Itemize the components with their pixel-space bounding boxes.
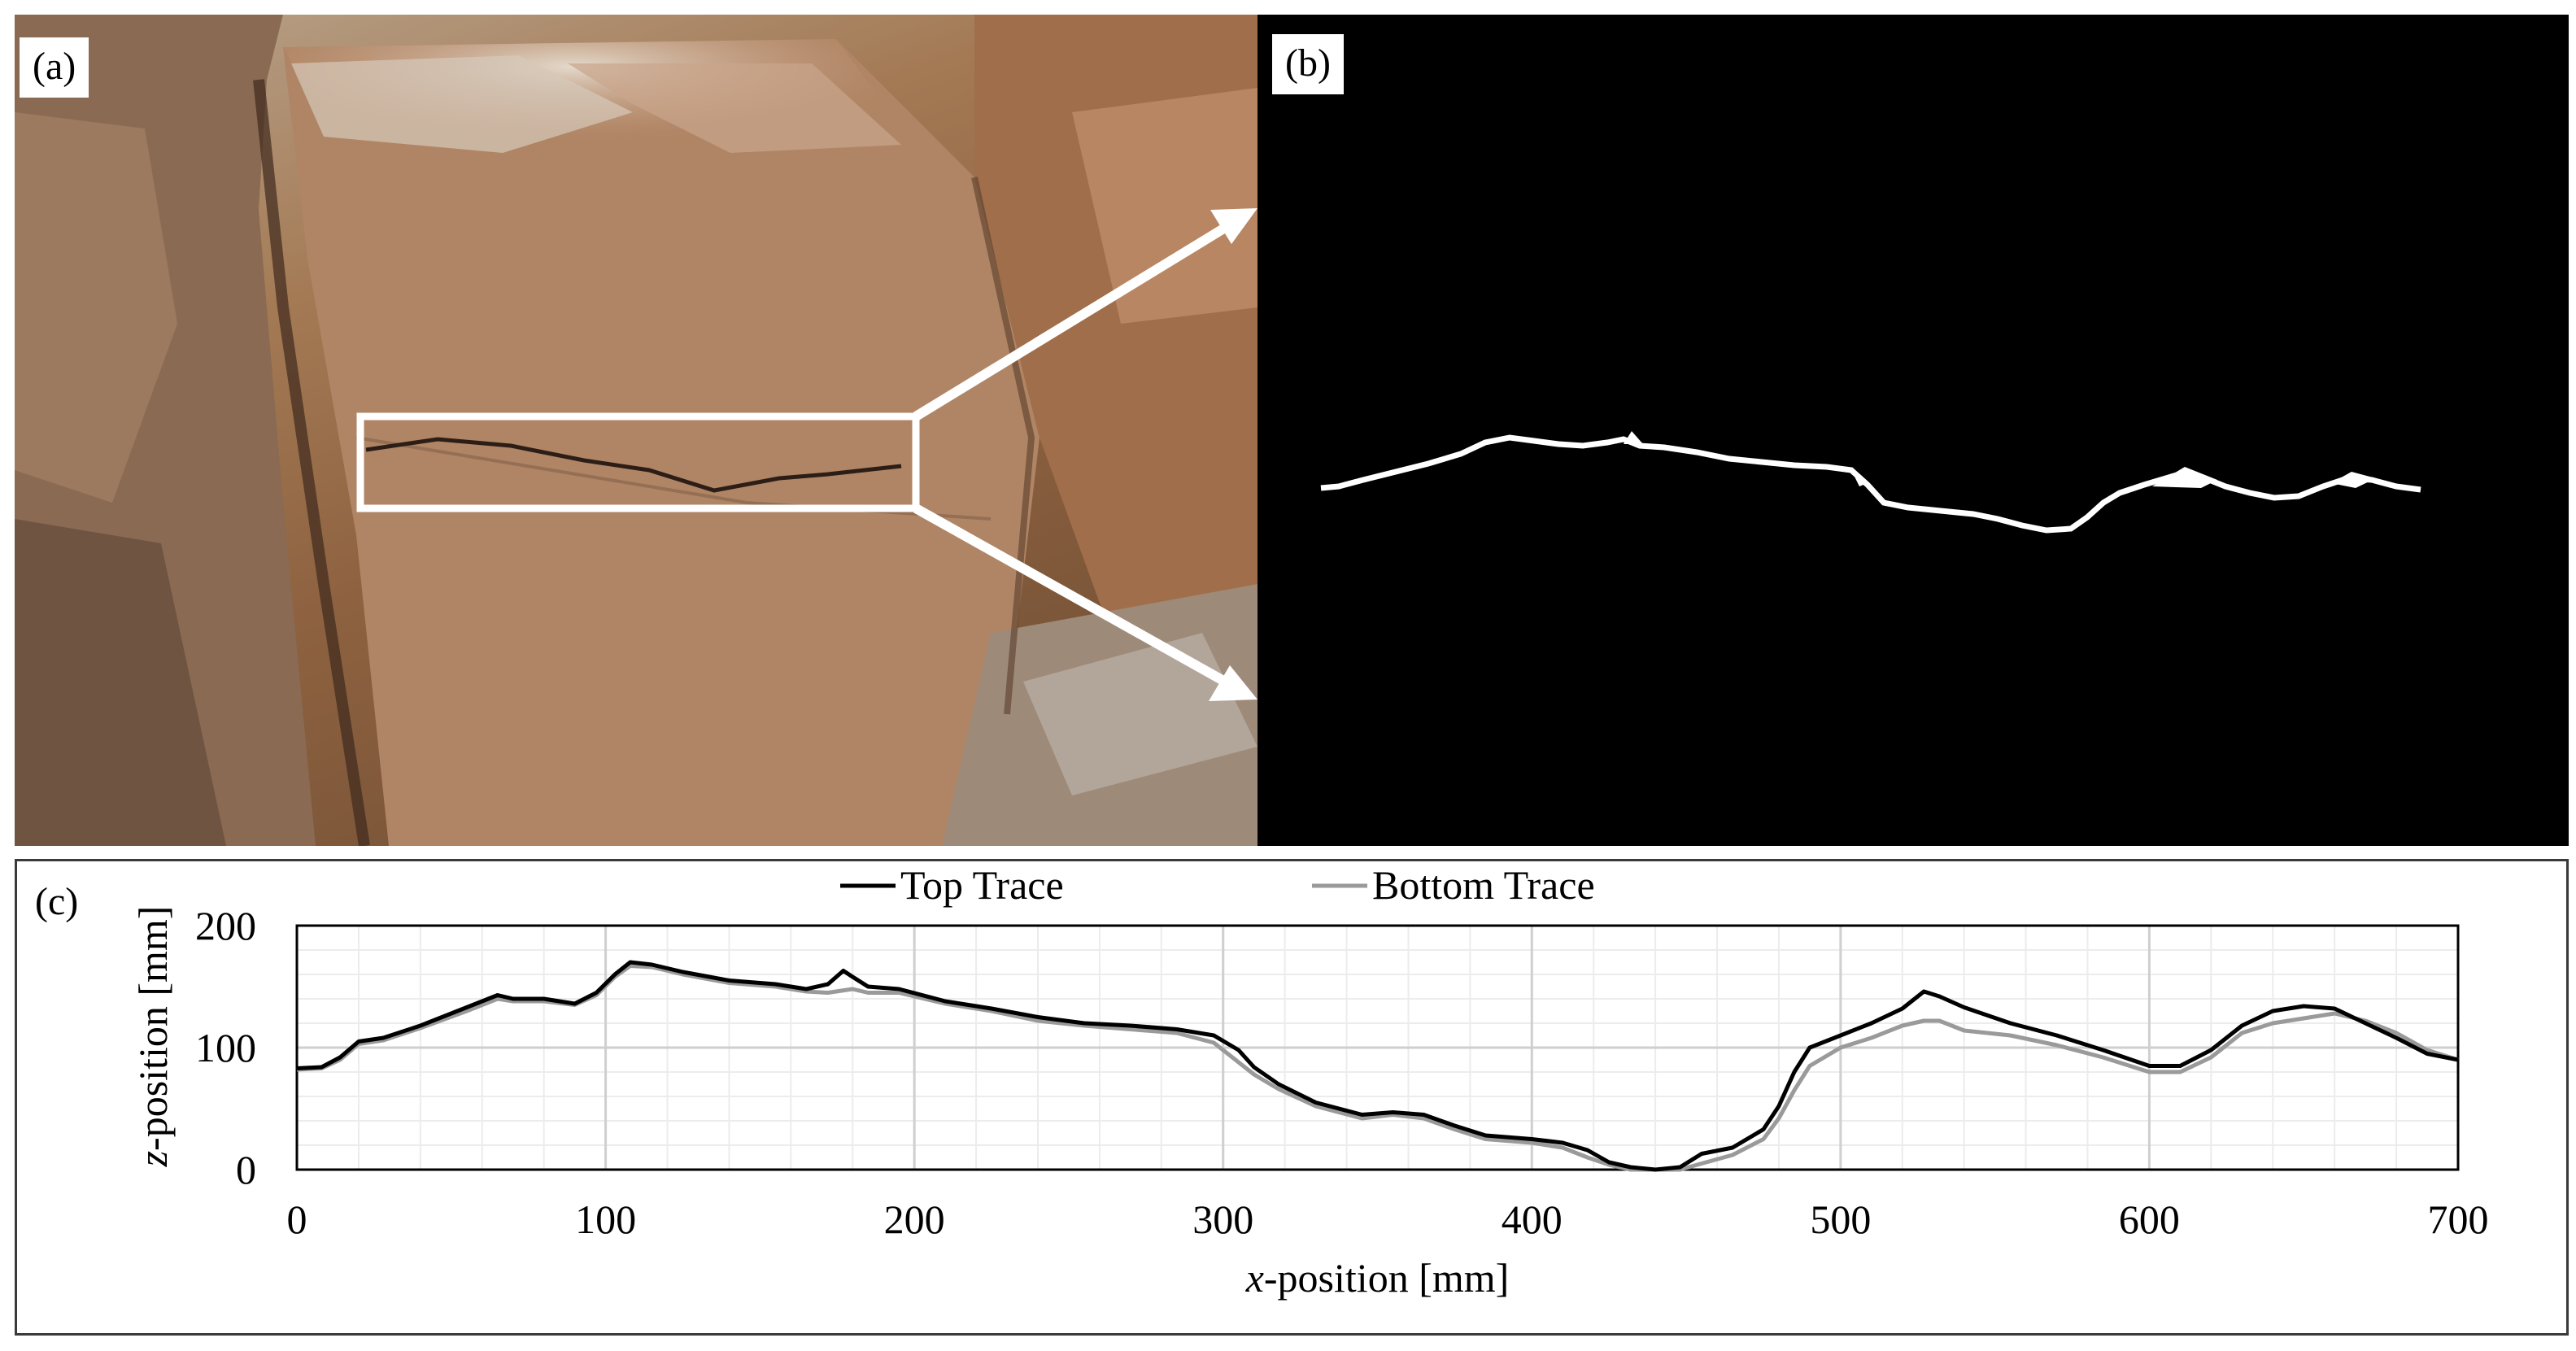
legend: Top Trace Bottom Trace xyxy=(840,862,1595,908)
x-tick-label: 200 xyxy=(884,1196,945,1242)
major-gridlines xyxy=(295,924,2460,1171)
legend-label: Bottom Trace xyxy=(1372,862,1595,908)
panel-label-c: (c) xyxy=(35,880,79,923)
zoom-arrow-lower xyxy=(913,503,1227,686)
zoom-arrowhead-upper xyxy=(1210,208,1257,244)
x-tick-label: 300 xyxy=(1192,1196,1253,1242)
rock-photo-image xyxy=(15,15,1257,846)
y-tick-label: 200 xyxy=(195,903,256,948)
binary-crack-panel: (b) xyxy=(1257,15,2569,846)
x-tick-label: 700 xyxy=(2428,1196,2489,1242)
series-line-bottom-trace xyxy=(296,964,2459,1172)
x-axis-label: x-position [mm] xyxy=(1245,1255,1510,1301)
trace-chart-panel: (c) 0 100 200 300 400 500 600 700 0 100 200 x-pos… xyxy=(15,859,2569,1336)
x-tick-label: 600 xyxy=(2119,1196,2180,1242)
crack-trace xyxy=(1320,434,2421,534)
binary-crack-image xyxy=(1320,431,2421,534)
plot-area-frame xyxy=(295,924,2460,1171)
y-tick-labels: 0 100 200 xyxy=(195,903,256,1192)
panel-label-b: (b) xyxy=(1272,34,1344,94)
trace-chart: 0 100 200 300 400 500 600 700 0 100 200 x-positio… xyxy=(130,862,2489,1301)
x-tick-label: 100 xyxy=(575,1196,636,1242)
series-layer xyxy=(296,960,2459,1172)
y-tick-label: 100 xyxy=(195,1025,256,1070)
crack-region-box xyxy=(356,412,920,512)
x-tick-labels: 0 100 200 300 400 500 600 700 xyxy=(287,1196,2489,1242)
legend-label: Top Trace xyxy=(900,862,1064,908)
zoom-arrow-upper xyxy=(913,223,1228,421)
x-tick-label: 0 xyxy=(287,1196,307,1242)
y-axis-label: z-position [mm] xyxy=(130,906,176,1168)
x-tick-label: 500 xyxy=(1810,1196,1871,1242)
series-line-top-trace xyxy=(296,960,2459,1172)
zoom-arrowhead-lower xyxy=(1209,665,1257,701)
photo-panel: (a) xyxy=(15,15,1257,846)
x-tick-label: 400 xyxy=(1502,1196,1563,1242)
y-tick-label: 0 xyxy=(236,1147,256,1192)
panel-label-a: (a) xyxy=(20,37,89,98)
